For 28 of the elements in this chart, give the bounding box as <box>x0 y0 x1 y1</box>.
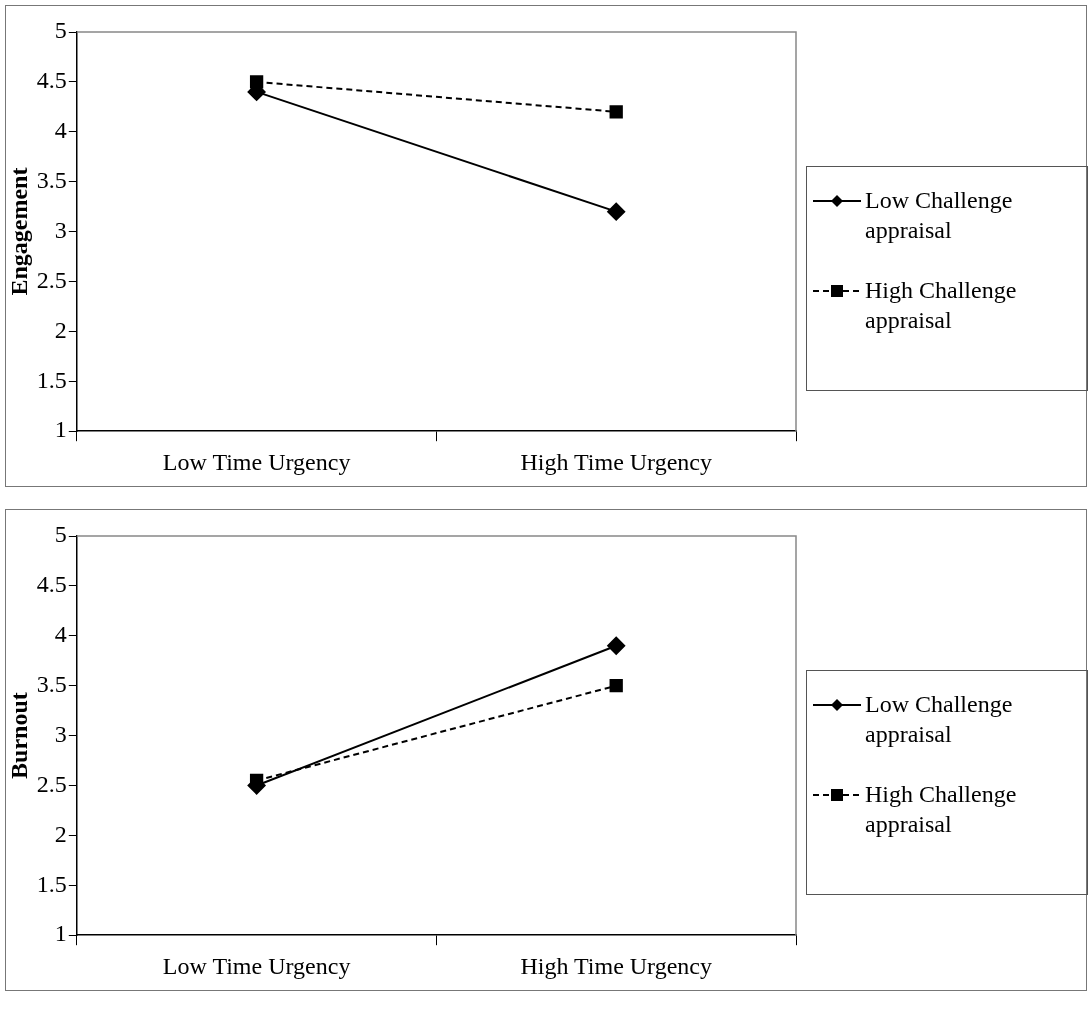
y-tick-label: 2.5 <box>36 770 67 797</box>
y-tick-label: 1.5 <box>36 366 67 393</box>
y-tick-label: 1 <box>54 416 67 443</box>
y-tick-label: 3 <box>54 720 67 747</box>
y-tick-label: 2.5 <box>36 266 67 293</box>
y-tick-label: 3 <box>54 216 67 243</box>
x-tick-label: Low Time Urgency <box>162 952 351 979</box>
y-tick-label: 5 <box>54 17 67 44</box>
y-tick-label: 4 <box>54 117 67 144</box>
x-tick-label: High Time Urgency <box>520 952 712 979</box>
y-tick-label: 2 <box>54 820 67 847</box>
legend-label: High Challenge appraisal <box>865 780 1018 839</box>
legend-label: Low Challenge appraisal <box>865 186 1014 245</box>
y-tick-label: 4.5 <box>36 67 67 94</box>
y-axis-title: Engagement <box>5 167 32 296</box>
y-tick-label: 5 <box>54 521 67 548</box>
y-tick-label: 1 <box>54 920 67 947</box>
legend-label: Low Challenge appraisal <box>865 690 1014 749</box>
legend-label: High Challenge appraisal <box>865 276 1018 335</box>
y-tick-label: 4 <box>54 621 67 648</box>
y-tick-label: 3.5 <box>36 671 67 697</box>
y-tick-label: 2 <box>54 316 67 343</box>
x-tick-label: High Time Urgency <box>520 448 712 475</box>
y-tick-label: 1.5 <box>36 870 67 897</box>
y-tick-label: 3.5 <box>36 167 67 193</box>
y-tick-label: 4.5 <box>36 571 67 598</box>
x-tick-label: Low Time Urgency <box>162 448 351 475</box>
y-axis-title: Burnout <box>5 692 32 779</box>
